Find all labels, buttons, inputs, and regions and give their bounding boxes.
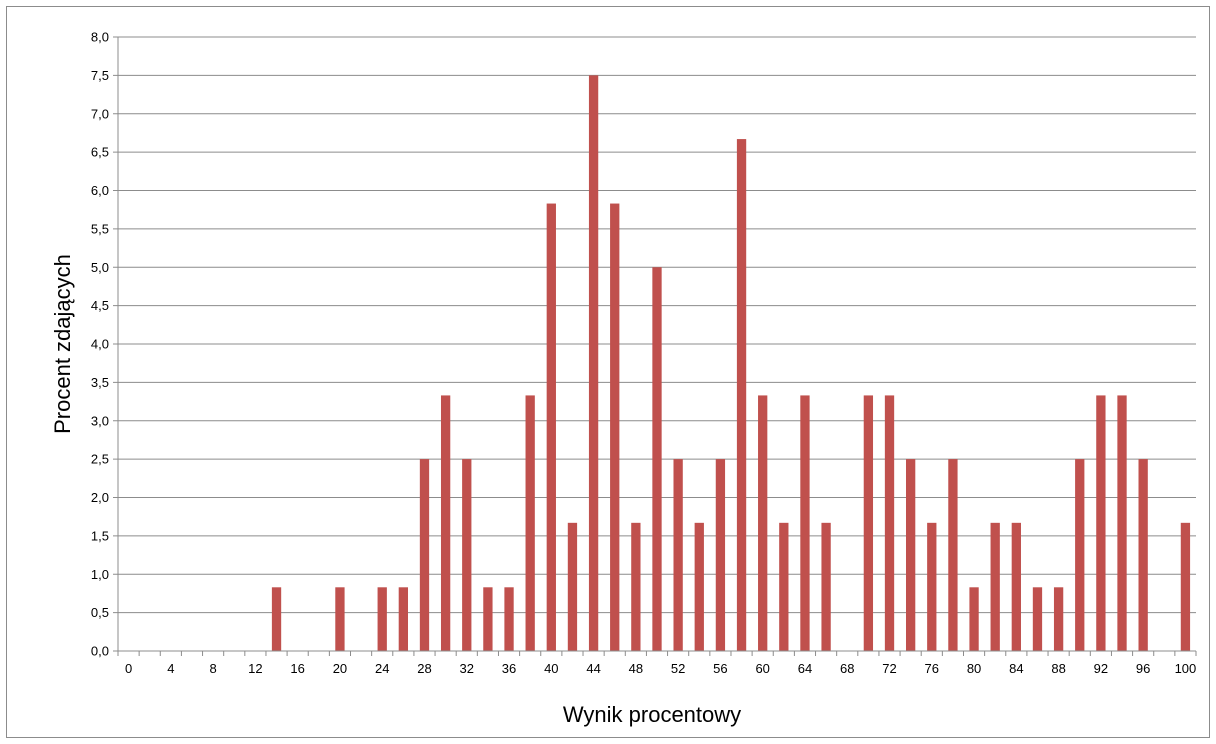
x-tick-label: 12 [248, 661, 262, 676]
x-tick-label: 76 [925, 661, 939, 676]
bar [335, 587, 345, 651]
y-tick-label: 1,5 [91, 528, 109, 543]
bar [863, 395, 874, 651]
x-tick-label: 8 [210, 661, 217, 676]
bar [525, 395, 535, 651]
bar [1138, 459, 1148, 651]
x-tick-label: 56 [713, 661, 727, 676]
y-tick-label: 1,0 [91, 567, 109, 582]
bar [419, 459, 430, 651]
bar [652, 267, 662, 651]
y-tick-label: 7,5 [91, 68, 109, 83]
x-tick-label: 16 [290, 661, 304, 676]
y-tick-label: 3,0 [91, 413, 109, 428]
y-tick-label: 2,5 [91, 452, 109, 467]
bar [440, 395, 451, 651]
x-tick-label: 88 [1051, 661, 1065, 676]
y-tick-label: 4,5 [91, 298, 109, 313]
bar [969, 587, 979, 651]
bar [948, 459, 958, 651]
bar [673, 459, 683, 651]
x-tick-labels: 0 4 8 12 16 20 24 28 32 36 40 44 48 52 56 60 64 68 72 76 80 8… [125, 661, 1196, 676]
bar [800, 395, 810, 651]
bar [694, 522, 704, 651]
chart-frame [6, 6, 1210, 738]
y-tick-label: 8,0 [91, 30, 109, 45]
bar [462, 459, 472, 651]
bar [398, 587, 409, 651]
y-tick-label: 6,0 [91, 183, 109, 198]
y-tick-label: 0,0 [91, 644, 109, 659]
bar [377, 587, 387, 651]
bar [1096, 395, 1106, 651]
y-tick-label: 3,5 [91, 375, 109, 390]
x-tick-label: 52 [671, 661, 685, 676]
bar [1053, 587, 1064, 651]
x-tick-label: 48 [629, 661, 643, 676]
y-axis-title: Procent zdających [50, 254, 75, 434]
bar [567, 522, 578, 651]
bar [1011, 522, 1021, 651]
bar [821, 522, 831, 651]
bar [905, 459, 916, 651]
x-axis-title: Wynik procentowy [563, 702, 741, 727]
x-tick-label: 40 [544, 661, 558, 676]
bar [1032, 587, 1043, 651]
x-tick-label: 100 [1175, 661, 1197, 676]
y-tick-label: 7,0 [91, 106, 109, 121]
x-tick-label: 92 [1094, 661, 1108, 676]
y-tick-label: 6,5 [91, 145, 109, 160]
x-tick-label: 28 [417, 661, 431, 676]
bar [588, 75, 599, 651]
y-tick-labels: 0,0 0,5 1,0 1,5 2,0 2,5 3,0 3,5 4,0 4,5 5,0 5,5 6,0 6… [91, 30, 109, 659]
y-tick-label: 2,0 [91, 490, 109, 505]
bar [504, 587, 514, 651]
x-tick-label: 44 [586, 661, 600, 676]
bar [715, 459, 726, 651]
bar [1117, 395, 1127, 651]
bar [1075, 459, 1085, 651]
x-tick-label: 84 [1009, 661, 1023, 676]
bar [758, 395, 768, 651]
x-tick-label: 96 [1136, 661, 1150, 676]
bar [736, 139, 747, 651]
x-tick-label: 20 [333, 661, 347, 676]
y-tick-label: 0,5 [91, 605, 109, 620]
x-tick-label: 64 [798, 661, 812, 676]
x-tick-label: 36 [502, 661, 516, 676]
bar [779, 522, 789, 651]
bar [990, 522, 1000, 651]
bar [631, 522, 641, 651]
bar [483, 587, 493, 651]
axes [113, 36, 1197, 656]
x-tick-label: 32 [460, 661, 474, 676]
y-tick-label: 5,0 [91, 260, 109, 275]
x-tick-label: 80 [967, 661, 981, 676]
bar [1180, 522, 1191, 651]
y-tick-label: 4,0 [91, 337, 109, 352]
bar [884, 395, 895, 651]
x-tick-label: 24 [375, 661, 389, 676]
bar [610, 203, 620, 652]
x-tick-label: 0 [125, 661, 132, 676]
x-tick-label: 60 [755, 661, 769, 676]
bar [927, 522, 937, 651]
y-tick-label: 5,5 [91, 221, 109, 236]
bar [271, 587, 282, 651]
bar [546, 203, 556, 652]
bars [271, 75, 1191, 652]
x-tick-label: 68 [840, 661, 854, 676]
x-tick-label: 4 [167, 661, 174, 676]
x-tick-label: 72 [882, 661, 896, 676]
